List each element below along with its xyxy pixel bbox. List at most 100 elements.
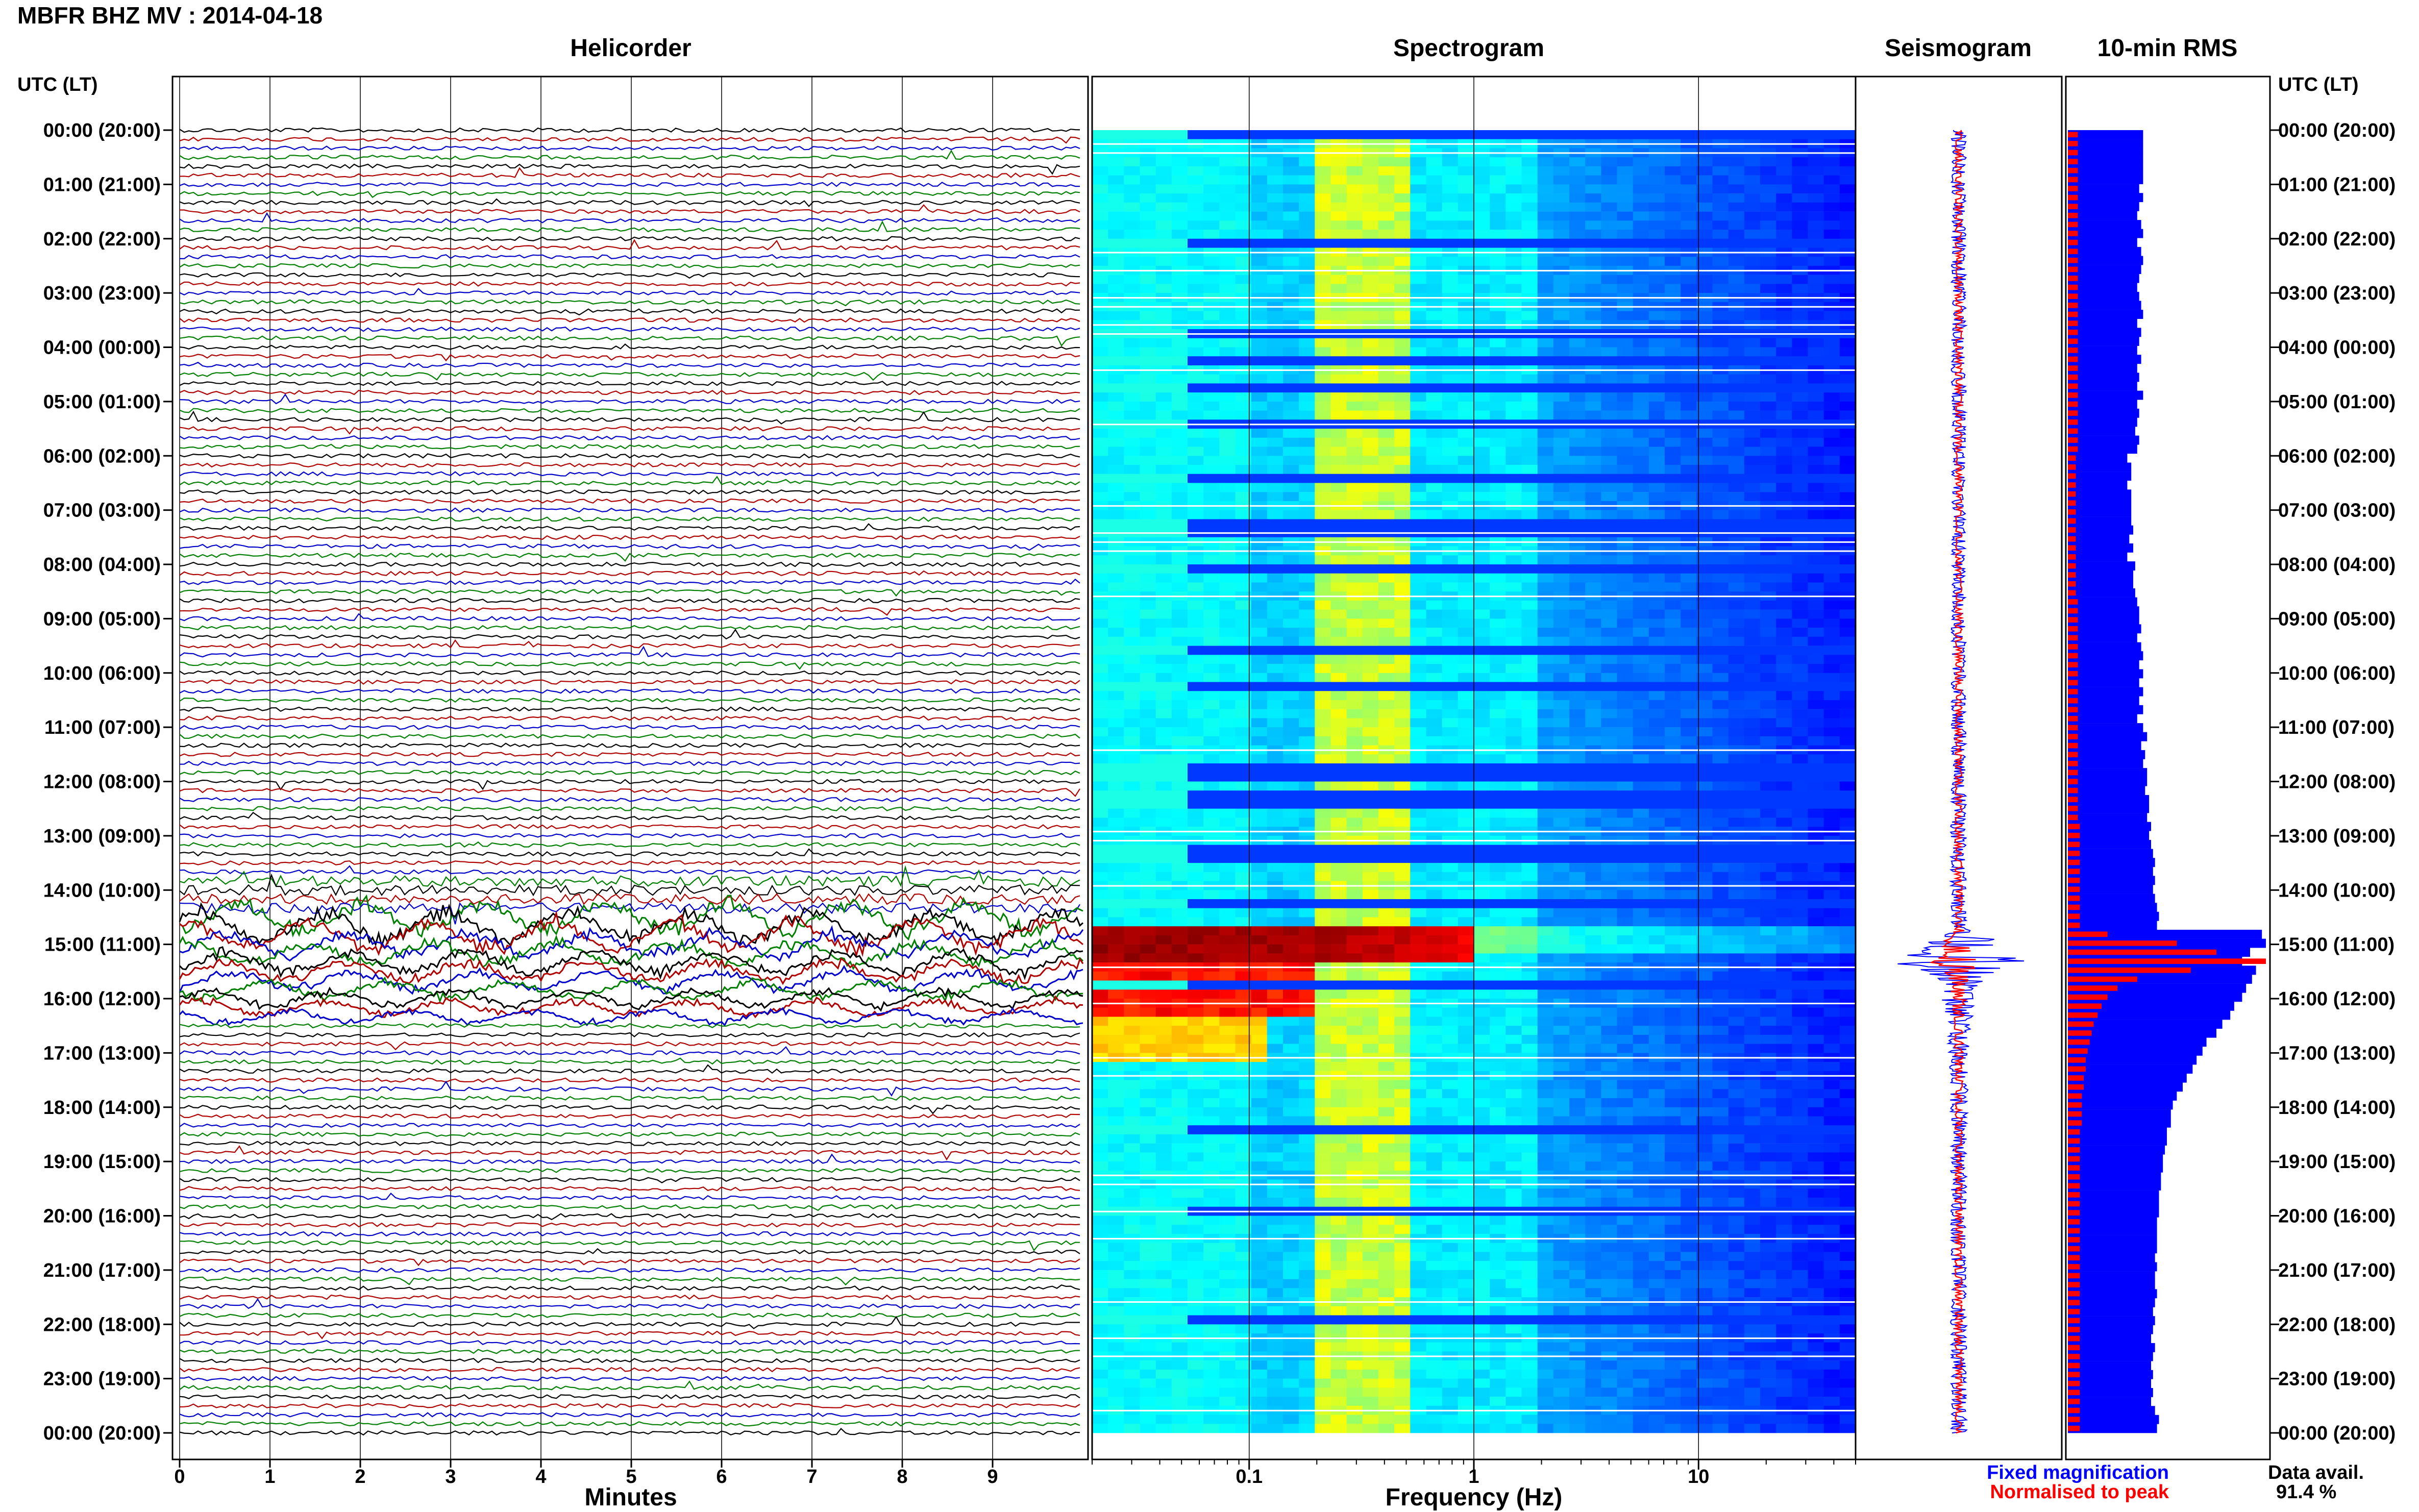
spectrogram-cell xyxy=(1808,374,1824,384)
spectrogram-cell xyxy=(1696,483,1713,492)
spectrogram-cell xyxy=(1410,691,1427,701)
spectrogram-cell xyxy=(1155,166,1172,176)
spectrogram-cell xyxy=(1219,980,1236,990)
spectrogram-cell xyxy=(1744,311,1761,320)
spectrogram-cell xyxy=(1601,1017,1618,1026)
spectrogram-cell xyxy=(1728,736,1745,746)
spectrogram-cell xyxy=(1665,275,1681,284)
spectrogram-cell xyxy=(1235,338,1252,348)
spectrogram-cell xyxy=(1410,519,1427,529)
spectrogram-cell xyxy=(1124,655,1141,664)
helicorder-trace xyxy=(179,1077,1080,1083)
spectrogram-cell xyxy=(1188,1026,1204,1035)
spectrogram-cell xyxy=(1410,772,1427,782)
helicorder-trace xyxy=(179,628,1080,640)
spectrogram-cell xyxy=(1474,447,1490,456)
spectrogram-cell xyxy=(1521,917,1538,927)
spectrogram-cell xyxy=(1521,980,1538,990)
spectrogram-cell xyxy=(1665,808,1681,818)
spectrogram-cell xyxy=(1633,636,1649,646)
spectrogram-cell xyxy=(1299,917,1315,927)
spectrogram-cell xyxy=(1792,465,1809,474)
spectrogram-cell xyxy=(1648,437,1665,447)
spectrogram-cell xyxy=(1203,483,1220,492)
spectrogram-cell xyxy=(1219,682,1236,691)
spectrogram-cell xyxy=(1267,410,1283,420)
spectrogram-cell xyxy=(1760,573,1776,583)
spectrogram-cell xyxy=(1251,356,1268,366)
spectrogram-cell xyxy=(1188,609,1204,619)
spectrogram-cell xyxy=(1283,410,1299,420)
spectrogram-cell xyxy=(1681,410,1697,420)
spectrogram-cell xyxy=(1442,429,1459,438)
helicorder-trace xyxy=(179,410,1080,425)
spectrogram-cell xyxy=(1617,772,1634,782)
spectrogram-cell xyxy=(1219,230,1236,239)
spectrogram-cell xyxy=(1092,781,1108,791)
spectrogram-cell xyxy=(1792,763,1809,773)
spectrogram-cell xyxy=(1521,202,1538,212)
spectrogram-cell xyxy=(1505,193,1522,203)
spectrogram-cell xyxy=(1823,908,1840,918)
spectrogram-cell xyxy=(1601,573,1618,583)
spectrogram-cell xyxy=(1808,519,1824,529)
helicorder-trace xyxy=(179,489,1080,495)
spectrogram-cell xyxy=(1155,763,1172,773)
spectrogram-cell xyxy=(1346,917,1363,927)
spectrogram-cell xyxy=(1362,718,1379,728)
spectrogram-cell xyxy=(1458,429,1474,438)
spectrogram-cell xyxy=(1839,238,1856,248)
spectrogram-cell xyxy=(1808,429,1824,438)
spectrogram-cell xyxy=(1219,863,1236,873)
spectrogram-cell xyxy=(1235,1026,1252,1035)
spectrogram-cell xyxy=(1521,944,1538,954)
spectrogram-cell xyxy=(1426,275,1443,284)
spectrogram-cell xyxy=(1108,944,1124,954)
spectrogram-cell xyxy=(1140,817,1156,827)
spectrogram-cell xyxy=(1267,646,1283,655)
spectrogram-cell xyxy=(1760,202,1776,212)
spectrogram-cell xyxy=(1490,772,1506,782)
spectrogram-cell xyxy=(1760,655,1776,664)
spectrogram-cell xyxy=(1283,664,1299,673)
spectrogram-cell xyxy=(1124,1034,1141,1044)
spectrogram-cell xyxy=(1521,808,1538,818)
spectrogram-cell xyxy=(1203,184,1220,194)
spectrogram-cell xyxy=(1251,926,1268,936)
spectrogram-cell xyxy=(1410,628,1427,637)
spectrogram-cell xyxy=(1330,483,1347,492)
spectrogram-cell xyxy=(1267,447,1283,456)
spectrogram-cell xyxy=(1092,429,1108,438)
spectrogram-cell xyxy=(1569,175,1586,185)
spectrogram-cell xyxy=(1665,492,1681,502)
spectrogram-cell xyxy=(1442,609,1459,619)
spectrogram-cell xyxy=(1346,392,1363,402)
spectrogram-cell xyxy=(1330,646,1347,655)
spectrogram-cell xyxy=(1728,166,1745,176)
spectrogram-cell xyxy=(1203,781,1220,791)
spectrogram-cell xyxy=(1569,944,1586,954)
spectrogram-cell xyxy=(1140,230,1156,239)
spectrogram-cell xyxy=(1808,175,1824,185)
spectrogram-cell xyxy=(1267,682,1283,691)
spectrogram-cell xyxy=(1235,573,1252,583)
spectrogram-cell xyxy=(1219,429,1236,438)
spectrogram-cell xyxy=(1553,175,1570,185)
spectrogram-cell xyxy=(1108,257,1124,266)
spectrogram-cell xyxy=(1760,1007,1776,1017)
spectrogram-cell xyxy=(1505,736,1522,746)
spectrogram-cell xyxy=(1235,175,1252,185)
spectrogram-cell xyxy=(1219,736,1236,746)
spectrogram-cell xyxy=(1251,790,1268,800)
spectrogram-cell xyxy=(1108,275,1124,284)
spectrogram-cell xyxy=(1760,646,1776,655)
spectrogram-cell xyxy=(1648,582,1665,592)
spectrogram-cell xyxy=(1171,492,1188,502)
spectrogram-cell xyxy=(1633,356,1649,366)
spectrogram-cell xyxy=(1092,1026,1108,1035)
spectrogram-cell xyxy=(1410,510,1427,519)
spectrogram-cell xyxy=(1665,790,1681,800)
spectrogram-cell xyxy=(1474,1017,1490,1026)
spectrogram-cell xyxy=(1188,456,1204,465)
spectrogram-cell xyxy=(1633,800,1649,809)
